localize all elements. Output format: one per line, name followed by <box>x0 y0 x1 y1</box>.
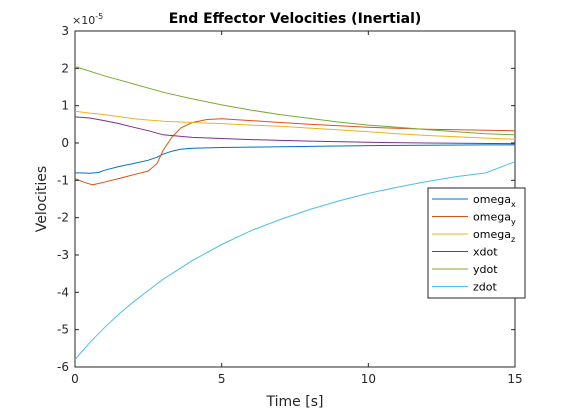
y-tick-label: 2 <box>61 61 69 75</box>
legend-entry-name: omega <box>473 193 511 206</box>
legend-entry-name: omega <box>473 228 511 241</box>
legend-entry-name: ydot <box>473 263 498 276</box>
y-tick-label: 0 <box>61 136 69 150</box>
legend-entry: xdot <box>473 246 498 259</box>
y-tick-label: -3 <box>57 248 69 262</box>
y-tick-label: -5 <box>57 323 69 337</box>
y-tick-label: -2 <box>57 211 69 225</box>
x-axis-label: Time [s] <box>266 394 324 410</box>
legend-entry-subscript: z <box>511 235 515 244</box>
y-exponent-base: ×10 <box>72 14 95 27</box>
legend-entry-name: xdot <box>473 246 498 259</box>
y-exponent-power: -5 <box>95 12 103 21</box>
legend-entry-subscript: x <box>511 200 516 209</box>
legend-entry-subscript: y <box>511 218 516 227</box>
legend-entry-name: zdot <box>473 281 497 294</box>
x-tick-label: 5 <box>218 372 226 386</box>
legend-entry: zdot <box>473 281 497 294</box>
x-tick-label: 15 <box>507 372 522 386</box>
y-axis-label: Velocities <box>34 166 50 232</box>
y-tick-label: 3 <box>61 24 69 38</box>
chart-title: End Effector Velocities (Inertial) <box>169 11 422 27</box>
legend-entry: ydot <box>473 263 498 276</box>
legend-entry-name: omega <box>473 211 511 224</box>
y-tick-label: -4 <box>57 285 69 299</box>
y-tick-label: -1 <box>57 173 69 187</box>
x-tick-label: 10 <box>361 372 376 386</box>
x-tick-label: 0 <box>71 372 79 386</box>
y-tick-label: 1 <box>61 99 69 113</box>
y-tick-label: -6 <box>57 360 69 374</box>
